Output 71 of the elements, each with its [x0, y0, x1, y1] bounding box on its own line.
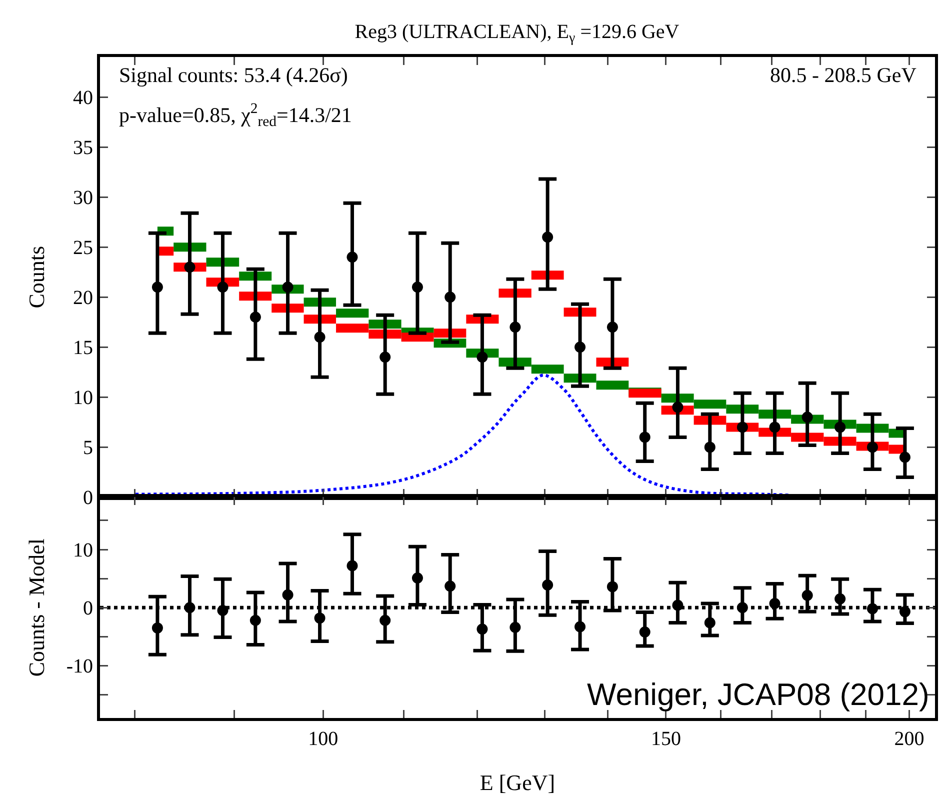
chart-title: Reg3 (ULTRACLEAN), E$_{γ}$ =129.6 GeV	[354, 21, 680, 46]
point	[704, 617, 716, 628]
y-axis-title: Counts	[24, 246, 49, 308]
point	[476, 352, 488, 363]
y-tick-label: -10	[66, 656, 93, 678]
point	[412, 282, 423, 293]
point	[866, 603, 878, 614]
y-tick-label: 5	[83, 437, 93, 460]
point	[412, 572, 423, 584]
point	[444, 292, 456, 303]
point	[574, 621, 586, 632]
point	[314, 612, 326, 624]
point	[476, 624, 488, 635]
point	[217, 282, 228, 293]
x-tick-label: 100	[308, 728, 338, 750]
x-axis-title: E [GeV]	[480, 770, 556, 795]
point	[510, 622, 521, 633]
point	[769, 598, 780, 610]
point	[736, 422, 748, 433]
y-axis-title: Counts - Model	[24, 538, 49, 677]
point	[184, 602, 196, 614]
point	[444, 580, 456, 592]
point	[899, 606, 910, 618]
point	[250, 312, 261, 323]
point	[510, 322, 521, 333]
y-tick-label: 10	[73, 540, 93, 562]
point	[574, 342, 586, 353]
x-tick-label: 200	[894, 728, 924, 750]
point	[736, 602, 748, 614]
point	[152, 282, 163, 293]
x-tick-label: 150	[650, 728, 681, 750]
point	[250, 614, 261, 626]
point	[152, 622, 163, 634]
y-tick-label: 30	[73, 187, 93, 210]
annotation: p-value=0.85, χ$^{2}$$_{red}$=14.3/21	[119, 101, 352, 130]
point	[346, 560, 358, 572]
point	[282, 282, 294, 293]
point	[639, 626, 650, 638]
point	[314, 332, 326, 343]
y-tick-label: 20	[73, 287, 93, 310]
y-tick-label: 0	[83, 598, 93, 620]
y-tick-label: 0	[83, 487, 93, 510]
point	[380, 352, 391, 363]
point	[866, 442, 878, 453]
point	[834, 422, 846, 433]
point	[672, 402, 684, 413]
point	[639, 432, 650, 443]
point	[380, 614, 391, 626]
point	[282, 589, 294, 600]
point	[802, 590, 813, 601]
point	[346, 252, 358, 263]
point	[542, 232, 554, 243]
point	[834, 593, 846, 604]
y-tick-label: 10	[73, 387, 93, 410]
annotation: 80.5 - 208.5 GeV	[770, 63, 916, 87]
annotation: Weniger, JCAP08 (2012)	[587, 677, 930, 712]
point	[606, 322, 618, 333]
y-tick-label: 25	[73, 237, 93, 260]
annotation: Signal counts: 53.4 (4.26σ)	[119, 63, 348, 87]
point	[899, 452, 910, 463]
point	[606, 581, 618, 592]
point	[672, 600, 684, 611]
y-tick-label: 15	[73, 337, 93, 360]
point	[542, 579, 554, 590]
y-tick-label: 35	[73, 137, 93, 160]
point	[217, 605, 228, 616]
point	[704, 442, 716, 453]
point	[802, 412, 813, 423]
y-tick-label: 40	[73, 87, 93, 110]
point	[184, 262, 196, 273]
point	[769, 422, 780, 433]
